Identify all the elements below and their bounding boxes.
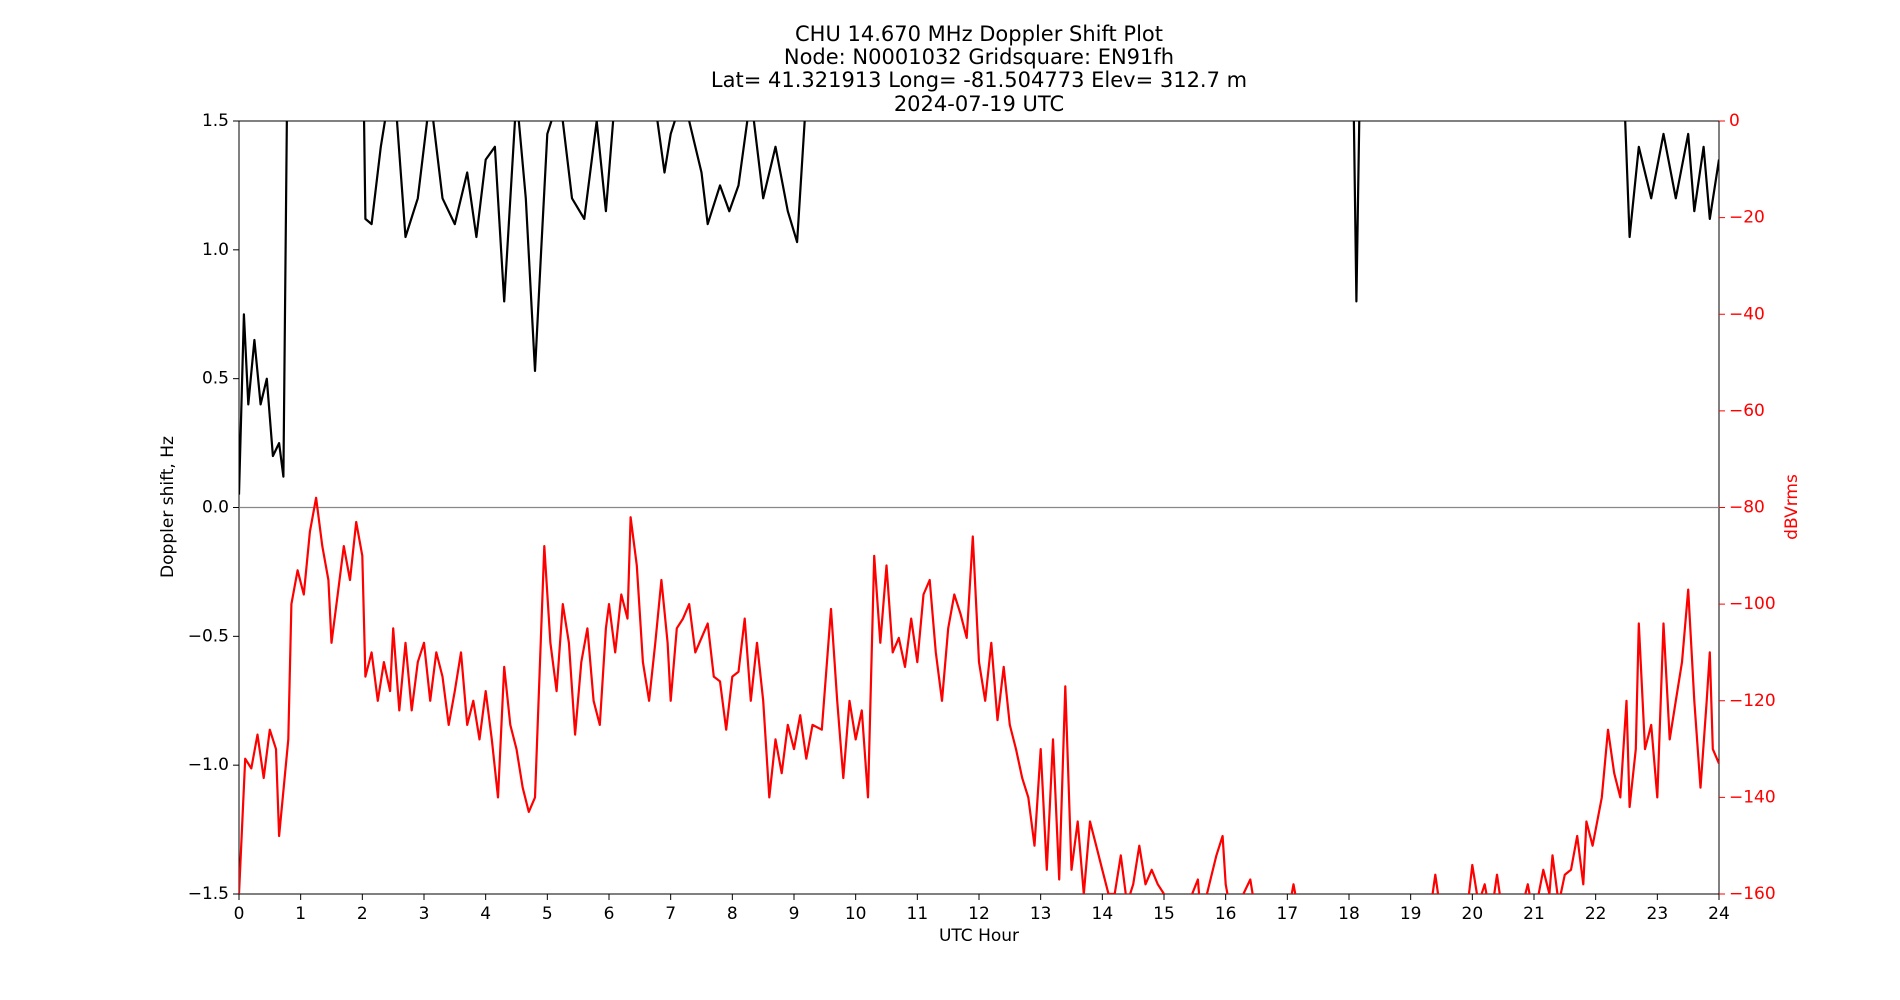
x-tick-label: 14 [1092, 904, 1114, 924]
chart-title: CHU 14.670 MHz Doppler Shift Plot [795, 22, 1163, 46]
y2-tick-label: −60 [1729, 401, 1765, 421]
y2-tick-label: 0 [1729, 111, 1740, 131]
series-line [239, 496, 1719, 894]
y2-tick-label: −160 [1729, 884, 1776, 904]
x-tick-label: 4 [480, 904, 491, 924]
x-tick-label: 9 [789, 904, 800, 924]
y-axis-label: Doppler shift, Hz [158, 436, 178, 578]
x-tick-label: 6 [604, 904, 615, 924]
y-tick-label: 1.5 [202, 111, 229, 131]
x-tick-label: 11 [907, 904, 929, 924]
y-tick-label: 0.0 [202, 498, 229, 518]
chart-subtitle: 2024-07-19 UTC [894, 92, 1064, 116]
x-tick-label: 22 [1585, 904, 1607, 924]
x-tick-label: 3 [419, 904, 430, 924]
x-tick-label: 21 [1523, 904, 1545, 924]
x-tick-label: 17 [1277, 904, 1299, 924]
x-tick-label: 13 [1030, 904, 1052, 924]
x-tick-label: 8 [727, 904, 738, 924]
y-tick-label: 1.0 [202, 240, 229, 260]
x-tick-label: 12 [968, 904, 990, 924]
x-tick-label: 2 [357, 904, 368, 924]
y-tick-label: −1.5 [188, 884, 229, 904]
chart-subtitle: Node: N0001032 Gridsquare: EN91fh [784, 45, 1174, 69]
y2-tick-label: −80 [1729, 498, 1765, 518]
chart-subtitle: Lat= 41.321913 Long= -81.504773 Elev= 31… [711, 68, 1247, 92]
x-tick-label: 18 [1338, 904, 1360, 924]
x-tick-label: 23 [1647, 904, 1669, 924]
x-tick-label: 20 [1462, 904, 1484, 924]
x-tick-label: 19 [1400, 904, 1422, 924]
y-tick-label: −1.0 [188, 755, 229, 775]
x-tick-label: 24 [1708, 904, 1730, 924]
y2-tick-label: −100 [1729, 594, 1776, 614]
y2-axis-label: dBVrms [1782, 474, 1802, 540]
y2-tick-label: −120 [1729, 691, 1776, 711]
y-tick-label: −0.5 [188, 626, 229, 646]
x-tick-label: 15 [1153, 904, 1175, 924]
x-tick-label: 7 [665, 904, 676, 924]
x-tick-label: 16 [1215, 904, 1237, 924]
y-tick-label: 0.5 [202, 369, 229, 389]
x-tick-label: 0 [234, 904, 245, 924]
y2-tick-label: −20 [1729, 208, 1765, 228]
x-tick-label: 1 [295, 904, 306, 924]
x-tick-label: 10 [845, 904, 867, 924]
y2-tick-label: −40 [1729, 304, 1765, 324]
x-axis-label: UTC Hour [939, 926, 1019, 946]
y2-tick-label: −140 [1729, 787, 1776, 807]
x-tick-label: 5 [542, 904, 553, 924]
